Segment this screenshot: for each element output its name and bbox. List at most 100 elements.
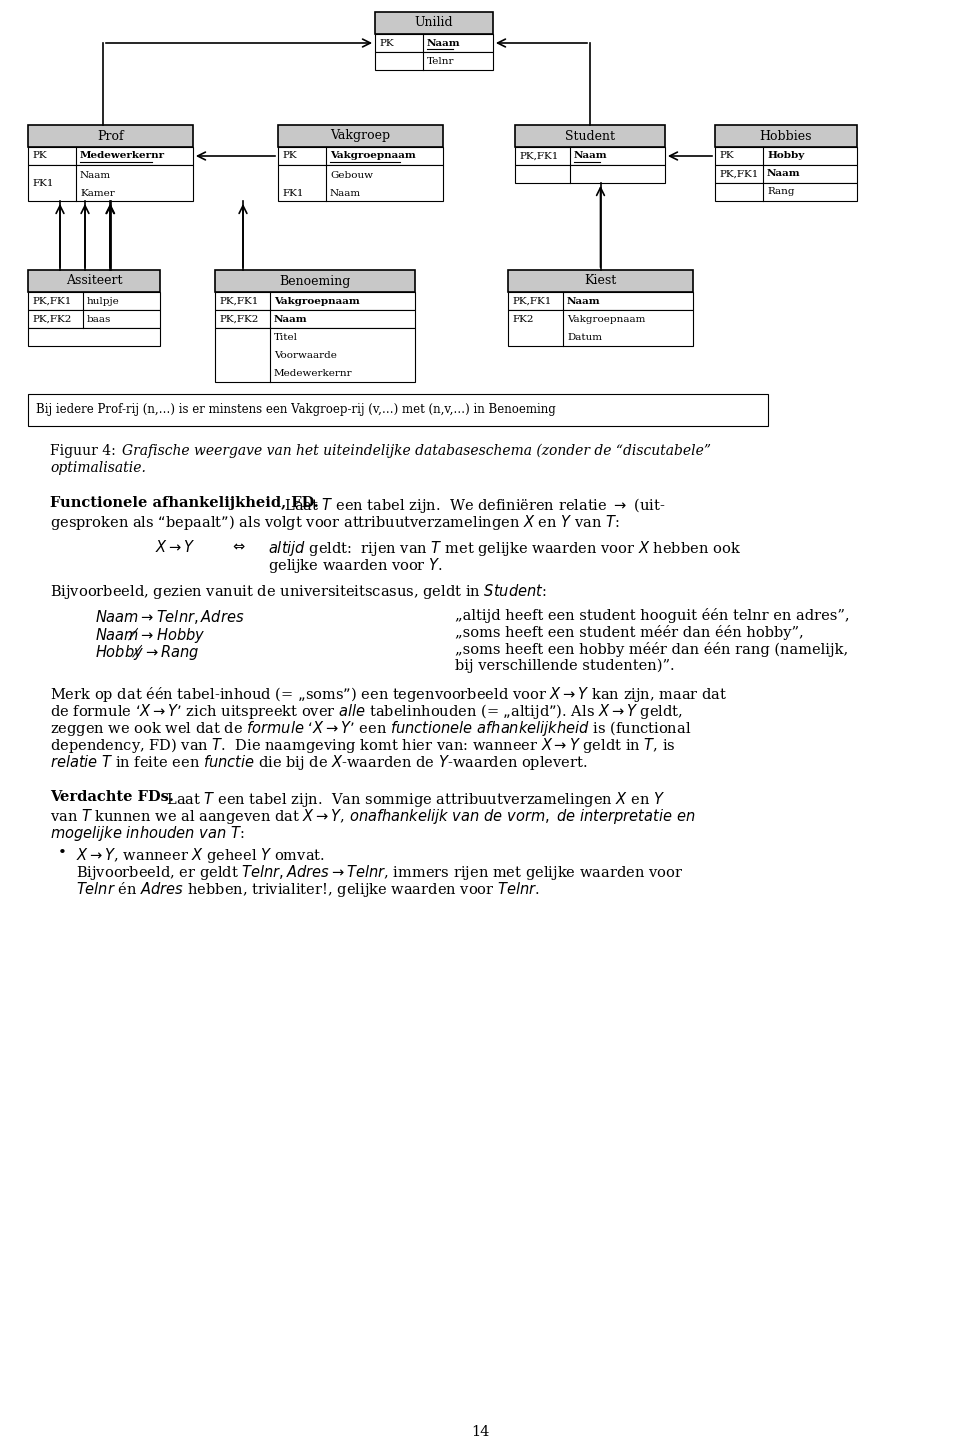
Text: „soms heeft een hobby méér dan één rang (namelijk,: „soms heeft een hobby méér dan één rang … [455, 643, 849, 657]
Text: FK1: FK1 [32, 179, 54, 188]
Text: FK1: FK1 [282, 189, 303, 198]
Bar [508, 310, 693, 347]
Text: Naam: Naam [574, 152, 608, 160]
Text: FK2: FK2 [512, 315, 534, 323]
Text: PK,FK1: PK,FK1 [32, 296, 71, 306]
Text: Naam: Naam [330, 189, 361, 198]
Bar [215, 310, 415, 328]
Text: $X \rightarrow Y$, wanneer $X$ geheel $Y$ omvat.: $X \rightarrow Y$, wanneer $X$ geheel $Y… [76, 846, 324, 865]
Bar [215, 328, 415, 383]
Text: Unilid: Unilid [415, 16, 453, 29]
Text: Telnr: Telnr [427, 56, 454, 65]
Text: $\mathit{Naam} \not\rightarrow \mathit{Hobby}$: $\mathit{Naam} \not\rightarrow \mathit{H… [95, 625, 205, 645]
Text: $\mathit{Telnr}$ én $\mathit{Adres}$ hebben, trivialiter!, gelijke waarden voor : $\mathit{Telnr}$ én $\mathit{Adres}$ heb… [76, 879, 540, 900]
Bar [28, 165, 193, 201]
Bar [715, 183, 857, 201]
Text: Datum: Datum [567, 332, 602, 341]
Text: PK,FK1: PK,FK1 [719, 169, 758, 179]
Text: Medewerkernr: Medewerkernr [274, 368, 352, 377]
Text: •: • [58, 846, 67, 861]
Text: Titel: Titel [274, 332, 298, 341]
Text: Bij iedere Prof-rij (n,…) is er minstens een Vakgroep-rij (v,…) met (n,v,…) in B: Bij iedere Prof-rij (n,…) is er minstens… [36, 403, 556, 416]
Text: Naam: Naam [767, 169, 801, 179]
Bar [28, 328, 160, 347]
Text: $\mathit{Naam} \rightarrow \mathit{Telnr}, \mathit{Adres}$: $\mathit{Naam} \rightarrow \mathit{Telnr… [95, 608, 245, 627]
Bar [28, 292, 160, 310]
Text: Laat $T$ een tabel zijn.  Van sommige attribuutverzamelingen $X$ en $Y$: Laat $T$ een tabel zijn. Van sommige att… [157, 790, 665, 809]
Bar [515, 126, 665, 147]
Text: Naam: Naam [274, 315, 307, 323]
Text: Hobbies: Hobbies [759, 130, 812, 143]
Text: Laat $T$ een tabel zijn.  We definiëren relatie $\rightarrow$ (uit-: Laat $T$ een tabel zijn. We definiëren r… [275, 495, 665, 516]
Text: Rang: Rang [767, 188, 795, 196]
Text: Gebouw: Gebouw [330, 170, 373, 179]
Text: $\mathit{Hobby} \not\rightarrow \mathit{Rang}$: $\mathit{Hobby} \not\rightarrow \mathit{… [95, 643, 200, 661]
Bar [515, 147, 665, 165]
Text: Vakgroep: Vakgroep [330, 130, 391, 143]
Bar [375, 12, 493, 35]
Text: Prof: Prof [97, 130, 124, 143]
Text: $X \rightarrow Y$: $X \rightarrow Y$ [155, 539, 196, 554]
Text: de formule ‘$X \rightarrow Y$’ zich uitspreekt over $\mathit{alle}$ tabelinhoude: de formule ‘$X \rightarrow Y$’ zich uits… [50, 702, 684, 721]
Bar [715, 126, 857, 147]
Bar [215, 292, 415, 310]
Text: Grafische weergave van het uiteindelijke databaseschema (zonder de “discutabele”: Grafische weergave van het uiteindelijke… [122, 443, 711, 458]
Text: Hobby: Hobby [767, 152, 804, 160]
Bar [28, 394, 768, 426]
Bar [215, 270, 415, 292]
Bar [715, 147, 857, 165]
Text: PK: PK [32, 152, 47, 160]
Bar [28, 310, 160, 328]
Text: Vakgroepnaam: Vakgroepnaam [567, 315, 645, 323]
Text: Verdachte FDs.: Verdachte FDs. [50, 790, 174, 804]
Text: 14: 14 [470, 1425, 490, 1440]
Text: Naam: Naam [567, 296, 601, 306]
Text: Bijvoorbeeld, er geldt $\mathit{Telnr}, \mathit{Adres} \rightarrow \mathit{Telnr: Bijvoorbeeld, er geldt $\mathit{Telnr}, … [76, 864, 683, 882]
Text: PK: PK [719, 152, 733, 160]
Text: baas: baas [87, 315, 111, 323]
Text: PK,FK1: PK,FK1 [519, 152, 559, 160]
Text: bij verschillende studenten)”.: bij verschillende studenten)”. [455, 658, 675, 673]
Text: dependency, FD) van $T$.  Die naamgeving komt hier van: wanneer $X \rightarrow Y: dependency, FD) van $T$. Die naamgeving … [50, 736, 676, 755]
Text: Functionele afhankelijkheid, FD.: Functionele afhankelijkheid, FD. [50, 495, 319, 510]
Text: Medewerkernr: Medewerkernr [80, 152, 165, 160]
Bar [515, 165, 665, 183]
Text: Vakgroepnaam: Vakgroepnaam [274, 296, 360, 306]
Text: $\Leftrightarrow$: $\Leftrightarrow$ [230, 539, 247, 553]
Bar [715, 165, 857, 183]
Bar [278, 126, 443, 147]
Bar [28, 270, 160, 292]
Text: PK: PK [379, 39, 394, 48]
Text: Kamer: Kamer [80, 189, 115, 198]
Bar [278, 165, 443, 201]
Text: PK,FK2: PK,FK2 [219, 315, 258, 323]
Text: $\mathit{mogelijke\ inhouden\ van}$ $T$:: $\mathit{mogelijke\ inhouden\ van}$ $T$: [50, 825, 245, 843]
Bar [508, 292, 693, 310]
Bar [508, 270, 693, 292]
Text: Student: Student [565, 130, 615, 143]
Text: Assiteert: Assiteert [65, 274, 122, 287]
Text: gesproken als “bepaalt”) als volgt voor attribuutverzamelingen $X$ en $Y$ van $T: gesproken als “bepaalt”) als volgt voor … [50, 513, 619, 531]
Text: „altijd heeft een student hooguit één telnr en adres”,: „altijd heeft een student hooguit één te… [455, 608, 850, 622]
Text: gelijke waarden voor $Y$.: gelijke waarden voor $Y$. [268, 556, 443, 575]
Text: $\mathit{relatie}$ $T$ in feite een $\mathit{functie}$ die bij de $X$-waarden de: $\mathit{relatie}$ $T$ in feite een $\ma… [50, 752, 588, 773]
Text: „soms heeft een student méér dan één hobby”,: „soms heeft een student méér dan één hob… [455, 625, 804, 640]
Text: Voorwaarde: Voorwaarde [274, 351, 337, 360]
Text: van $T$ kunnen we al aangeven dat $X \rightarrow Y$, $\mathit{onafhankelijk\ van: van $T$ kunnen we al aangeven dat $X \ri… [50, 807, 695, 826]
Text: Benoeming: Benoeming [279, 274, 350, 287]
Text: $\mathit{altijd}$ geldt:  rijen van $T$ met gelijke waarden voor $X$ hebben ook: $\mathit{altijd}$ geldt: rijen van $T$ m… [268, 539, 741, 557]
Text: PK,FK2: PK,FK2 [32, 315, 71, 323]
Text: Figuur 4:: Figuur 4: [50, 443, 116, 458]
Text: zeggen we ook wel dat de $\mathit{formule}$ ‘$X \rightarrow Y$’ een $\mathit{fun: zeggen we ook wel dat de $\mathit{formul… [50, 719, 691, 738]
Text: PK,FK1: PK,FK1 [219, 296, 258, 306]
Text: Naam: Naam [427, 39, 461, 48]
Text: optimalisatie.: optimalisatie. [50, 461, 146, 475]
Text: Kiest: Kiest [585, 274, 616, 287]
Text: hulpje: hulpje [87, 296, 120, 306]
Bar [375, 35, 493, 52]
Text: Bijvoorbeeld, gezien vanuit de universiteitscasus, geldt in $\mathit{Student}$:: Bijvoorbeeld, gezien vanuit de universit… [50, 582, 547, 601]
Text: Naam: Naam [80, 170, 111, 179]
Text: Merk op dat één tabel-inhoud (= „soms”) een tegenvoorbeeld voor $X \rightarrow Y: Merk op dat één tabel-inhoud (= „soms”) … [50, 684, 728, 705]
Text: PK,FK1: PK,FK1 [512, 296, 551, 306]
Bar [28, 147, 193, 165]
